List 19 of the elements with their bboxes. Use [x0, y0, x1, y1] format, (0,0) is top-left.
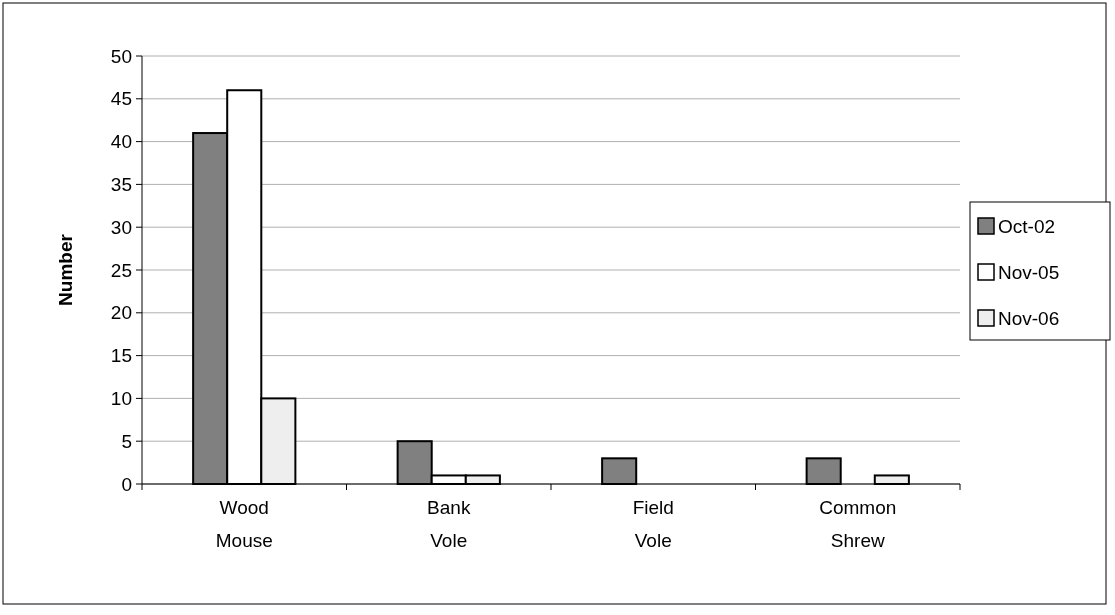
x-tick-label: Field Vole — [632, 497, 674, 551]
y-tick-label: 30 — [110, 216, 132, 238]
y-tick-label: 0 — [121, 473, 132, 495]
x-tick-label: Common Shrew — [819, 497, 897, 551]
y-tick-label: 25 — [110, 259, 132, 281]
y-axis-title: Number — [55, 233, 76, 306]
legend-label: Oct-02 — [998, 215, 1056, 237]
y-tick-label: 10 — [110, 388, 132, 410]
y-tick-label: 45 — [110, 88, 132, 110]
y-tick-label: 5 — [121, 430, 132, 452]
y-tick-label: 35 — [110, 174, 132, 196]
y-tick-label: 40 — [110, 131, 132, 153]
y-tick-label: 50 — [110, 45, 132, 67]
y-tick-label: 15 — [110, 345, 132, 367]
legend-label: Nov-06 — [998, 307, 1060, 329]
x-tick-label: Bank Vole — [427, 497, 471, 551]
y-tick-label: 20 — [110, 302, 132, 324]
legend-label: Nov-05 — [998, 261, 1060, 283]
x-tick-label: Wood Mouse — [215, 497, 273, 551]
